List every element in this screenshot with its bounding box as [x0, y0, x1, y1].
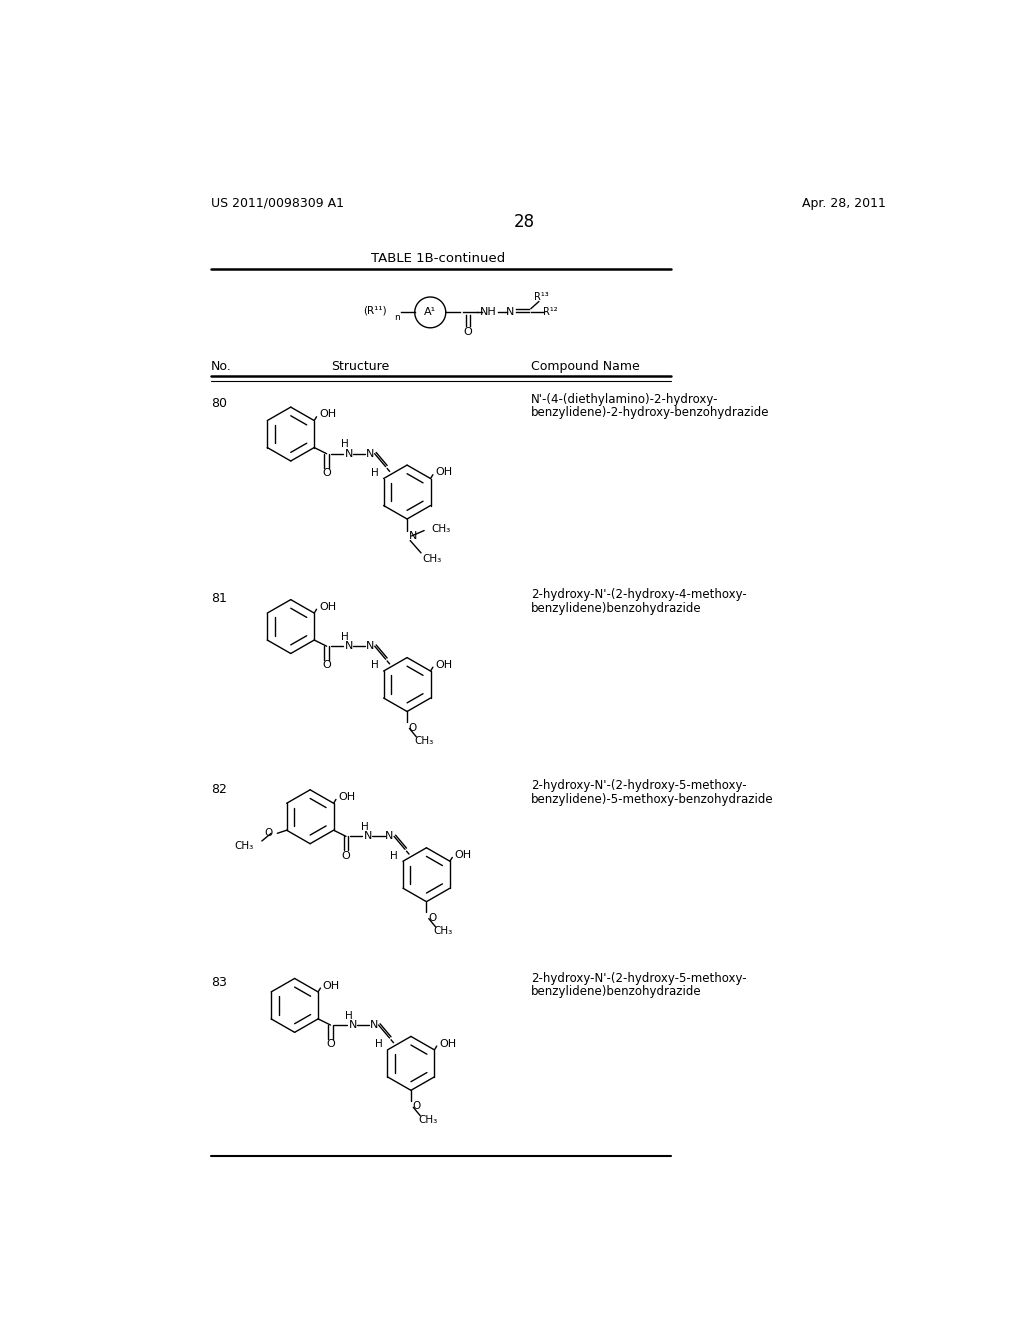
Text: CH₃: CH₃ — [419, 1114, 437, 1125]
Text: O: O — [409, 722, 417, 733]
Text: O: O — [428, 913, 436, 923]
Text: TABLE 1B-continued: TABLE 1B-continued — [371, 252, 505, 265]
Text: N: N — [366, 642, 374, 651]
Text: OH: OH — [338, 792, 355, 803]
Text: OH: OH — [435, 660, 453, 671]
Text: benzylidene)benzohydrazide: benzylidene)benzohydrazide — [531, 985, 701, 998]
Text: OH: OH — [323, 981, 340, 991]
Text: CH₃: CH₃ — [423, 554, 441, 564]
Text: N: N — [385, 832, 393, 841]
Text: H: H — [360, 822, 369, 832]
Text: OH: OH — [455, 850, 472, 861]
Text: OH: OH — [318, 602, 336, 612]
Text: H: H — [371, 467, 379, 478]
Text: 28: 28 — [514, 213, 536, 231]
Text: CH₃: CH₃ — [432, 524, 452, 535]
Text: OH: OH — [435, 467, 453, 478]
Text: 80: 80 — [211, 397, 227, 409]
Text: A¹: A¹ — [424, 308, 436, 317]
Text: N: N — [345, 642, 353, 651]
Text: n: n — [394, 313, 400, 322]
Text: 2-hydroxy-N'-(2-hydroxy-5-methoxy-: 2-hydroxy-N'-(2-hydroxy-5-methoxy- — [531, 972, 746, 985]
Text: 2-hydroxy-N'-(2-hydroxy-4-methoxy-: 2-hydroxy-N'-(2-hydroxy-4-methoxy- — [531, 589, 746, 602]
Text: H: H — [345, 1011, 353, 1020]
Text: 83: 83 — [211, 975, 226, 989]
Text: CH₃: CH₃ — [234, 841, 254, 850]
Text: US 2011/0098309 A1: US 2011/0098309 A1 — [211, 197, 344, 210]
Text: N: N — [365, 832, 373, 841]
Text: benzylidene)-2-hydroxy-benzohydrazide: benzylidene)-2-hydroxy-benzohydrazide — [531, 407, 769, 418]
Text: No.: No. — [211, 360, 231, 372]
Text: N: N — [349, 1020, 357, 1030]
Text: R¹²: R¹² — [543, 308, 558, 317]
Text: CH₃: CH₃ — [434, 925, 454, 936]
Text: H: H — [375, 1039, 383, 1049]
Text: O: O — [323, 660, 331, 671]
Text: H: H — [390, 850, 398, 861]
Text: 81: 81 — [211, 593, 226, 606]
Text: R¹³: R¹³ — [534, 292, 549, 302]
Text: H: H — [371, 660, 379, 671]
Text: benzylidene)benzohydrazide: benzylidene)benzohydrazide — [531, 602, 701, 615]
Text: 82: 82 — [211, 783, 226, 796]
Text: O: O — [323, 469, 331, 478]
Text: N: N — [345, 449, 353, 458]
Text: 2-hydroxy-N'-(2-hydroxy-5-methoxy-: 2-hydroxy-N'-(2-hydroxy-5-methoxy- — [531, 779, 746, 792]
Text: (R¹¹): (R¹¹) — [364, 306, 387, 315]
Text: H: H — [341, 440, 349, 449]
Text: N: N — [366, 449, 374, 458]
Text: benzylidene)-5-methoxy-benzohydrazide: benzylidene)-5-methoxy-benzohydrazide — [531, 792, 773, 805]
Text: Compound Name: Compound Name — [530, 360, 640, 372]
Text: N: N — [409, 531, 417, 541]
Text: Apr. 28, 2011: Apr. 28, 2011 — [802, 197, 886, 210]
Text: OH: OH — [318, 409, 336, 420]
Text: O: O — [463, 326, 472, 337]
Text: N: N — [506, 308, 514, 317]
Text: O: O — [342, 850, 350, 861]
Text: O: O — [413, 1101, 421, 1111]
Text: CH₃: CH₃ — [415, 735, 434, 746]
Text: O: O — [264, 829, 272, 838]
Text: Structure: Structure — [332, 360, 389, 372]
Text: NH: NH — [480, 308, 497, 317]
Text: O: O — [326, 1039, 335, 1049]
Text: N'-(4-(diethylamino)-2-hydroxy-: N'-(4-(diethylamino)-2-hydroxy- — [531, 393, 719, 407]
Text: N: N — [370, 1020, 378, 1030]
Text: OH: OH — [439, 1039, 457, 1049]
Text: H: H — [341, 632, 349, 642]
